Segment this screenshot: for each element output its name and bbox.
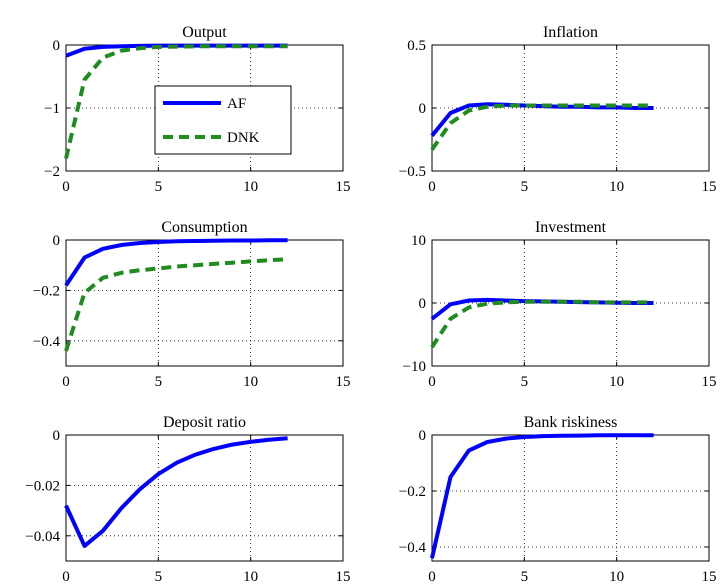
y-tick-label: 0 — [53, 233, 61, 249]
series-line-af — [430, 433, 654, 559]
x-tick-label: 15 — [336, 179, 351, 195]
panel-title: Bank riskiness — [524, 414, 618, 431]
x-tick-label: 15 — [336, 374, 351, 390]
x-tick-label: 15 — [336, 569, 351, 585]
x-tick-label: 5 — [521, 374, 529, 390]
legend-label: DNK — [227, 130, 260, 146]
panel-5: 0 5 10 15 −0.04 −0.02 0 Deposit ratio — [25, 414, 350, 585]
x-tick-label: 10 — [243, 179, 258, 195]
legend-box — [154, 85, 292, 155]
y-tick-label: 0 — [419, 428, 427, 444]
y-tick-label: −10 — [403, 359, 426, 375]
series-line-af — [64, 436, 288, 548]
y-tick-label: 0.5 — [407, 38, 426, 54]
y-tick-label: 0 — [419, 101, 427, 117]
panel-6: 0 5 10 15 −0.4 −0.2 0 Bank riskiness — [399, 414, 717, 585]
x-tick-label: 10 — [243, 374, 258, 390]
x-tick-label: 15 — [702, 569, 717, 585]
y-tick-label: −1 — [44, 101, 60, 117]
x-tick-label: 10 — [609, 374, 624, 390]
panel-title: Inflation — [543, 24, 598, 41]
x-tick-label: 15 — [702, 179, 717, 195]
x-tick-label: 10 — [243, 569, 258, 585]
panel-title: Deposit ratio — [163, 414, 246, 431]
series-line-af — [64, 238, 288, 287]
y-tick-label: −0.02 — [25, 478, 60, 494]
x-tick-label: 10 — [609, 179, 624, 195]
y-tick-label: −0.04 — [25, 529, 60, 545]
x-tick-label: 5 — [155, 179, 163, 195]
axes-frame — [65, 434, 344, 562]
y-tick-label: −2 — [44, 164, 60, 180]
y-tick-label: −0.4 — [33, 334, 61, 350]
x-tick-label: 10 — [609, 569, 624, 585]
x-tick-label: 0 — [62, 569, 70, 585]
x-tick-label: 5 — [155, 374, 163, 390]
x-tick-label: 0 — [428, 179, 436, 195]
y-tick-label: 0 — [53, 428, 61, 444]
x-tick-label: 5 — [521, 179, 529, 195]
panel-title: Output — [182, 24, 227, 41]
legend: AF DNK — [154, 85, 292, 155]
series-line-dnk — [430, 103, 654, 151]
x-tick-label: 5 — [155, 569, 163, 585]
panel-3: 0 5 10 15 −0.4 −0.2 0 Consumption — [33, 219, 351, 390]
series-line-dnk — [64, 44, 288, 159]
x-tick-label: 0 — [62, 374, 70, 390]
x-tick-label: 0 — [428, 569, 436, 585]
panel-title: Investment — [535, 219, 607, 236]
y-tick-label: −0.5 — [399, 164, 426, 180]
x-tick-label: 0 — [62, 179, 70, 195]
axes-frame — [431, 434, 710, 562]
x-tick-label: 5 — [521, 569, 529, 585]
x-tick-label: 15 — [702, 374, 717, 390]
y-tick-label: 0 — [419, 296, 427, 312]
panel-1: 0 5 10 15 −2 −1 0 Output AF DNK — [44, 24, 350, 195]
y-tick-label: 10 — [411, 233, 426, 249]
x-tick-label: 0 — [428, 374, 436, 390]
panel-title: Consumption — [161, 219, 247, 236]
axes-frame — [65, 239, 344, 367]
series-line-dnk — [64, 257, 288, 352]
y-tick-label: 0 — [53, 38, 61, 54]
series-line-dnk — [430, 299, 654, 349]
y-tick-label: −0.2 — [399, 484, 426, 500]
y-tick-label: −0.2 — [33, 283, 60, 299]
series-line-af — [430, 102, 654, 137]
y-tick-label: −0.4 — [399, 540, 427, 556]
legend-label: AF — [227, 96, 246, 112]
